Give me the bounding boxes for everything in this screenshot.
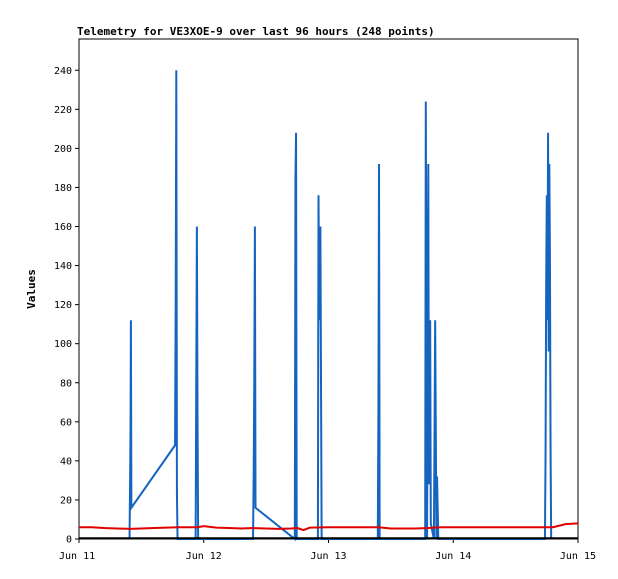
y-tick-label: 200 — [54, 144, 72, 155]
x-tick-label: Jun 11 — [59, 551, 95, 562]
y-tick-label: 20 — [60, 495, 72, 506]
y-axis-ticks: 0 20 40 60 80 100 120 140 160 180 200 220 240 — [54, 66, 79, 546]
y-tick-label: 140 — [54, 261, 72, 272]
series-layer — [79, 70, 579, 542]
x-tick-label: Jun 15 — [560, 551, 596, 562]
y-tick-label: 120 — [54, 300, 72, 311]
chart-title: Telemetry for VE3XOE-9 over last 96 hour… — [77, 25, 435, 38]
y-tick-label: 220 — [54, 105, 72, 116]
y-axis-label: Values — [25, 269, 38, 309]
x-tick-label: Jun 12 — [186, 551, 222, 562]
y-tick-label: 100 — [54, 339, 72, 350]
y-tick-label: 80 — [60, 378, 72, 389]
y-tick-label: 60 — [60, 417, 72, 428]
y-tick-label: 180 — [54, 183, 72, 194]
y-tick-label: 160 — [54, 222, 72, 233]
y-tick-label: 40 — [60, 456, 72, 467]
x-tick-label: Jun 14 — [435, 551, 471, 562]
y-tick-label: 0 — [66, 535, 72, 546]
series-line-1 — [79, 522, 579, 532]
x-tick-label: Jun 13 — [310, 551, 346, 562]
y-tick-label: 240 — [54, 66, 72, 77]
